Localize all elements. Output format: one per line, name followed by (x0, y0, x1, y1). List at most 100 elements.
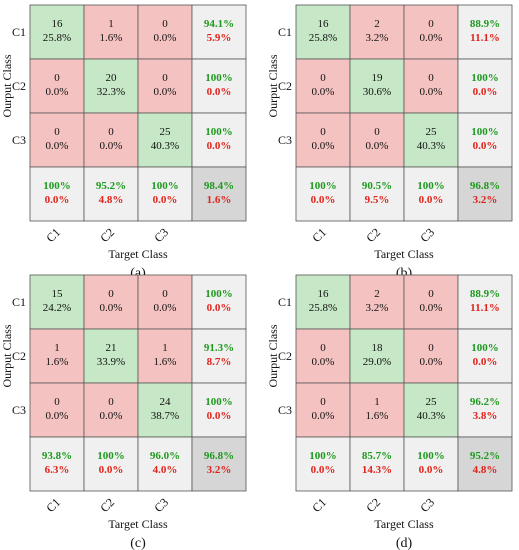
cell-percent: 0.0% (312, 356, 335, 368)
summary-error-percent: 0.0% (45, 194, 70, 206)
summary-correct-percent: 100% (471, 72, 499, 84)
cell-percent: 0.0% (312, 410, 335, 422)
matrix-cell-0-3 (191, 4, 247, 60)
column-class-label: C1 (43, 495, 63, 515)
cell-count: 0 (428, 342, 434, 354)
matrix-cell-3-0 (295, 436, 351, 492)
cell-percent: 1.6% (100, 32, 123, 44)
summary-correct-percent: 100% (309, 450, 337, 462)
summary-correct-percent: 94.1% (204, 18, 234, 30)
column-class-label: C3 (151, 225, 171, 245)
matrix-cell-1-2 (403, 328, 459, 384)
summary-correct-percent: 95.2% (470, 450, 500, 462)
confusion-matrix-panel-2: 15 24.2% 0 0.0% 0 0.0% 100% 0.0% 1 1.6% 21 33.9% 1 1.… (0, 274, 247, 550)
summary-correct-percent: 96.8% (204, 450, 234, 462)
cell-count: 0 (54, 126, 60, 138)
cell-percent: 0.0% (154, 32, 177, 44)
summary-error-percent: 0.0% (473, 356, 498, 368)
matrix-cell-2-3 (191, 112, 247, 168)
row-class-label: C2 (278, 349, 292, 363)
summary-correct-percent: 100% (43, 180, 71, 192)
matrix-cell-0-1 (83, 274, 139, 330)
summary-correct-percent: 100% (205, 396, 233, 408)
matrix-cell-3-1 (83, 436, 139, 492)
cell-count: 0 (108, 288, 114, 300)
summary-correct-percent: 100% (471, 342, 499, 354)
matrix-cell-2-2 (137, 382, 193, 438)
cell-percent: 1.6% (154, 356, 177, 368)
row-class-label: C2 (12, 79, 26, 93)
column-class-label: C3 (151, 495, 171, 515)
cell-percent: 25.8% (43, 32, 71, 44)
cell-percent: 40.3% (417, 140, 445, 152)
summary-correct-percent: 95.2% (96, 180, 126, 192)
cell-percent: 29.0% (363, 356, 391, 368)
matrix-cell-1-0 (295, 328, 351, 384)
matrix-cell-3-1 (83, 166, 139, 222)
x-axis-label: Target Class (374, 247, 434, 261)
summary-error-percent: 0.0% (311, 464, 336, 476)
cell-percent: 0.0% (420, 86, 443, 98)
summary-correct-percent: 100% (205, 288, 233, 300)
row-class-label: C1 (12, 295, 26, 309)
matrix-cell-1-3 (191, 328, 247, 384)
summary-error-percent: 0.0% (311, 194, 336, 206)
summary-correct-percent: 96.8% (470, 180, 500, 192)
cell-percent: 0.0% (312, 140, 335, 152)
summary-correct-percent: 100% (471, 126, 499, 138)
cell-percent: 0.0% (420, 302, 443, 314)
cell-percent: 0.0% (100, 140, 123, 152)
cell-count: 0 (162, 72, 168, 84)
summary-correct-percent: 93.8% (42, 450, 72, 462)
summary-error-percent: 0.0% (473, 86, 498, 98)
matrix-cell-1-2 (137, 328, 193, 384)
row-class-label: C1 (278, 295, 292, 309)
summary-error-percent: 1.6% (207, 194, 232, 206)
summary-error-percent: 11.1% (470, 302, 500, 314)
cell-count: 25 (426, 396, 438, 408)
matrix-cell-2-3 (457, 112, 513, 168)
cell-percent: 3.2% (366, 302, 389, 314)
cell-percent: 0.0% (420, 356, 443, 368)
matrix-cell-3-3 (457, 436, 513, 492)
cell-count: 0 (54, 72, 60, 84)
matrix-cell-1-1 (349, 58, 405, 114)
summary-error-percent: 4.0% (153, 464, 178, 476)
confusion-matrix-panel-3: 16 25.8% 2 3.2% 0 0.0% 88.9% 11.1% 0 0.0% 18 29.0% 0… (266, 274, 513, 550)
confusion-matrix-panel-0: 16 25.8% 1 1.6% 0 0.0% 94.1% 5.9% 0 0.0% 20 32.3% 0 0… (0, 4, 247, 281)
cell-count: 20 (106, 72, 118, 84)
cell-count: 1 (54, 342, 60, 354)
row-class-label: C3 (12, 403, 26, 417)
cell-percent: 0.0% (46, 140, 69, 152)
y-axis-label: Ourput Class (266, 324, 280, 387)
matrix-cell-3-3 (191, 166, 247, 222)
cell-count: 1 (374, 396, 380, 408)
summary-error-percent: 9.5% (365, 194, 390, 206)
row-class-label: C2 (278, 79, 292, 93)
column-class-label: C3 (417, 495, 437, 515)
panel-label: (c) (130, 536, 146, 550)
summary-correct-percent: 91.3% (204, 342, 234, 354)
cell-count: 15 (52, 288, 64, 300)
matrix-cell-0-0 (29, 4, 85, 60)
matrix-cell-2-0 (295, 382, 351, 438)
cell-percent: 40.3% (151, 140, 179, 152)
matrix-cell-3-3 (191, 436, 247, 492)
summary-error-percent: 0.0% (99, 464, 124, 476)
summary-error-percent: 8.7% (207, 356, 232, 368)
summary-error-percent: 11.1% (470, 32, 500, 44)
cell-count: 2 (374, 288, 380, 300)
y-axis-label: Ourput Class (266, 54, 280, 117)
row-class-label: C3 (12, 133, 26, 147)
summary-correct-percent: 100% (205, 126, 233, 138)
cell-count: 0 (54, 396, 60, 408)
cell-count: 16 (318, 288, 330, 300)
cell-percent: 0.0% (420, 32, 443, 44)
cell-count: 0 (108, 126, 114, 138)
cell-count: 0 (162, 18, 168, 30)
summary-error-percent: 0.0% (153, 194, 178, 206)
cell-count: 0 (320, 342, 326, 354)
summary-correct-percent: 96.2% (470, 396, 500, 408)
matrix-cell-2-2 (403, 112, 459, 168)
